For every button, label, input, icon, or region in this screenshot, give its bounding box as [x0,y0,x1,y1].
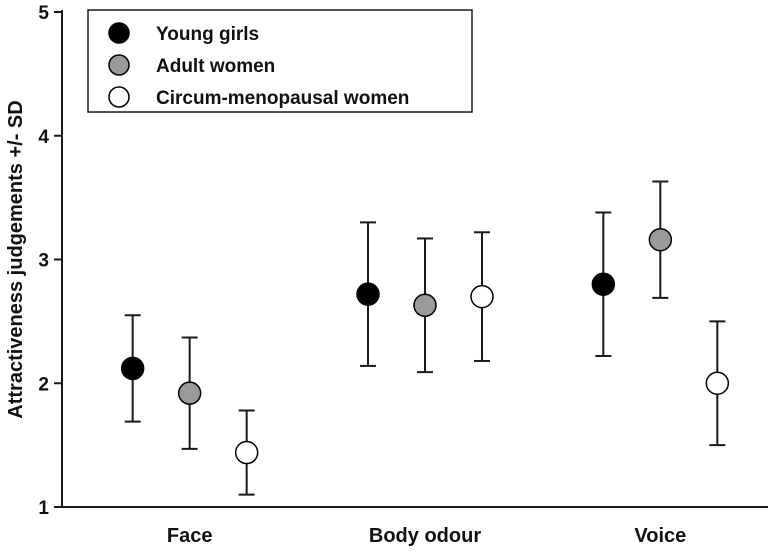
data-point [470,284,494,309]
y-tick-label: 3 [38,251,49,272]
x-category-label: Body odour [369,525,481,547]
data-point [356,282,380,306]
data-point [648,227,673,252]
legend-box [87,9,473,113]
legend-marker-icon [108,86,130,108]
legend-marker-icon [108,54,130,76]
legend-label: Circum-menopausal women [156,88,409,109]
data-point [177,381,202,405]
data-point [234,440,259,465]
data-point [591,272,616,296]
legend-marker-icon [108,22,130,44]
legend-label: Adult women [156,56,275,77]
data-point [705,371,730,395]
y-tick-label: 5 [38,3,49,24]
y-tick-label: 1 [38,498,49,519]
data-point [413,293,437,318]
y-tick-label: 2 [38,374,49,395]
y-tick-label: 4 [38,127,49,148]
x-category-label: Voice [634,525,686,547]
data-point [120,356,145,381]
y-axis-title: Attractiveness judgements +/- SD [5,100,27,418]
x-category-label: Face [167,525,213,547]
legend-label: Young girls [156,24,259,45]
